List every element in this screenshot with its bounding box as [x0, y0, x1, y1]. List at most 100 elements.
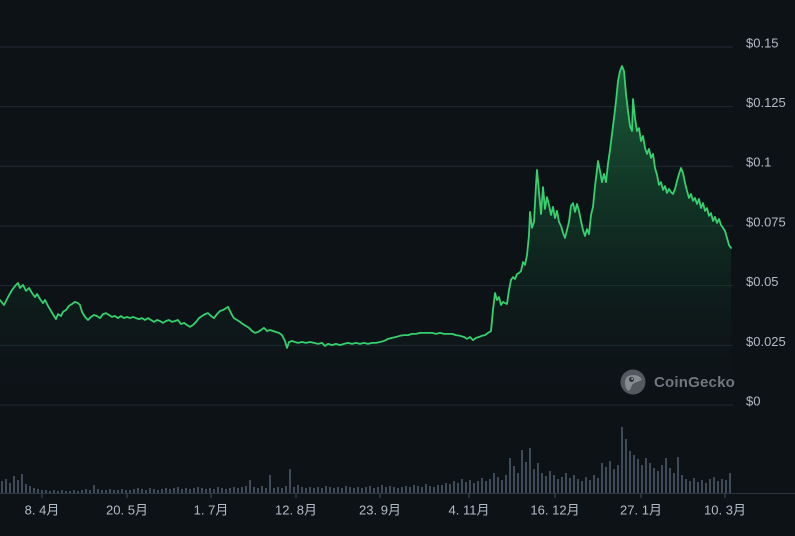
volume-bar [537, 463, 539, 493]
volume-bar [109, 489, 111, 493]
x-axis-label: 1. 7月 [194, 502, 229, 517]
volume-bar [97, 489, 99, 493]
volume-bar [365, 487, 367, 493]
volume-bar [649, 463, 651, 493]
volume-bar [677, 457, 679, 493]
volume-bar [1, 481, 3, 493]
volume-bar [409, 487, 411, 493]
x-axis-label: 27. 1月 [620, 502, 662, 517]
volume-bar [457, 483, 459, 493]
volume-bar [397, 488, 399, 493]
volume-bar [129, 490, 131, 493]
volume-bar [725, 480, 727, 493]
volume-bar [81, 490, 83, 493]
volume-bar [201, 488, 203, 493]
volume-bar [145, 490, 147, 493]
volume-bar [317, 487, 319, 493]
y-axis-label: $0.05 [746, 274, 779, 289]
volume-bar [669, 468, 671, 493]
volume-bar [357, 487, 359, 493]
volume-bar [181, 489, 183, 493]
volume-bar [101, 490, 103, 493]
volume-bar [69, 491, 71, 493]
y-axis-label: $0.1 [746, 155, 771, 170]
volume-bar [149, 488, 151, 493]
volume-bar [113, 490, 115, 493]
y-axis-labels: $0.15 $0.125 $0.1 $0.075 $0.05 $0.025 $0 [746, 35, 786, 408]
volume-bar [421, 487, 423, 493]
volume-bar [273, 488, 275, 493]
volume-bar [513, 466, 515, 493]
price-area-path [0, 66, 731, 405]
volume-bar [65, 491, 67, 493]
volume-bar [685, 479, 687, 493]
volume-bar [729, 473, 731, 493]
volume-bar [133, 489, 135, 493]
volume-bar [701, 480, 703, 493]
volume-bar [641, 465, 643, 493]
volume-bar [545, 476, 547, 493]
volume-bar [697, 482, 699, 493]
volume-bar [637, 459, 639, 493]
volume-bar [117, 490, 119, 493]
volume-bars [1, 427, 731, 493]
volume-bar [25, 484, 27, 493]
volume-bar [165, 488, 167, 493]
volume-bar [5, 479, 7, 493]
y-axis-label: $0.075 [746, 214, 786, 229]
volume-bar [73, 490, 75, 493]
volume-bar [37, 489, 39, 493]
volume-bar [501, 480, 503, 493]
x-axis [0, 493, 795, 498]
x-axis-label: 12. 8月 [275, 502, 317, 517]
volume-bar [309, 487, 311, 493]
volume-bar [401, 487, 403, 493]
volume-bar [629, 451, 631, 493]
volume-bar [57, 491, 59, 493]
volume-bar [125, 490, 127, 493]
volume-bar [173, 488, 175, 493]
volume-bar [497, 477, 499, 493]
volume-bar [121, 489, 123, 493]
volume-bar [349, 487, 351, 493]
volume-bar [305, 488, 307, 493]
volume-bar [581, 481, 583, 493]
volume-bar [429, 486, 431, 493]
volume-bar [257, 488, 259, 493]
volume-bar [209, 488, 211, 493]
volume-bar [445, 483, 447, 493]
y-axis-label: $0.15 [746, 35, 779, 50]
volume-bar [441, 485, 443, 493]
volume-bar [61, 490, 63, 493]
volume-bar [21, 474, 23, 493]
volume-bar [197, 487, 199, 493]
volume-bar [85, 489, 87, 493]
volume-bar [245, 486, 247, 493]
volume-bar [517, 473, 519, 493]
price-line-path [0, 65, 732, 349]
volume-bar [369, 486, 371, 493]
volume-bar [489, 479, 491, 493]
volume-bar [141, 489, 143, 493]
volume-bar [361, 488, 363, 493]
volume-bar [693, 478, 695, 493]
volume-bar [13, 476, 15, 493]
volume-bar [533, 469, 535, 493]
volume-bar [345, 486, 347, 493]
volume-bar [329, 487, 331, 493]
volume-bar [557, 479, 559, 493]
y-axis-label: $0.025 [746, 334, 786, 349]
volume-bar [717, 481, 719, 493]
volume-bar [269, 475, 271, 493]
volume-bar [217, 487, 219, 493]
volume-bar [321, 488, 323, 493]
price-line [0, 65, 732, 349]
x-axis-label: 20. 5月 [106, 502, 148, 517]
x-axis-label: 16. 12月 [530, 502, 579, 517]
x-axis-label: 10. 3月 [704, 502, 746, 517]
volume-bar [29, 486, 31, 493]
volume-bar [493, 473, 495, 493]
volume-bar [453, 481, 455, 493]
volume-bar [385, 487, 387, 493]
